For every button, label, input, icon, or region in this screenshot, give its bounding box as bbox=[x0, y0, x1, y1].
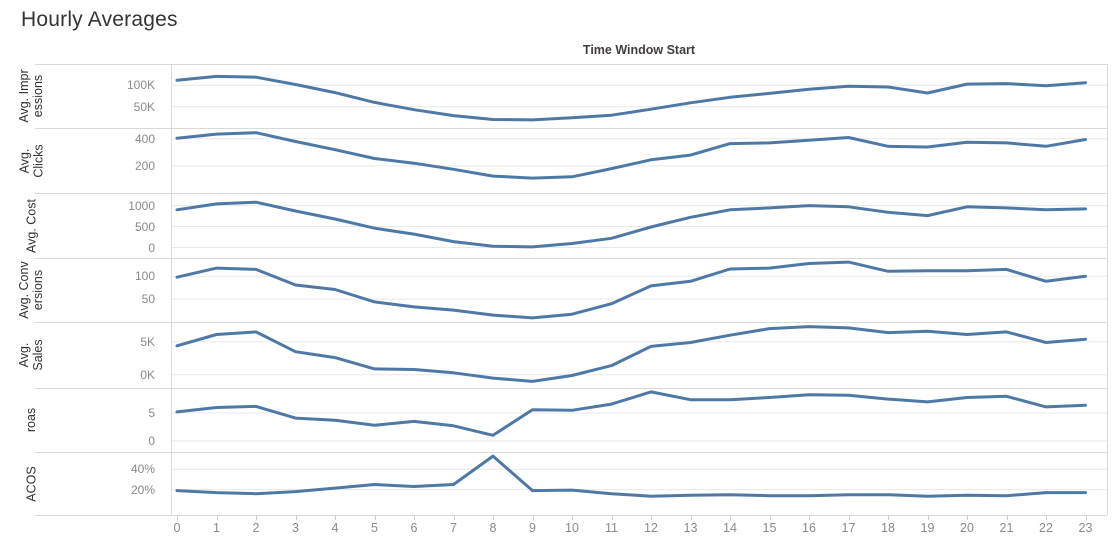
row-label-roas: roas bbox=[24, 407, 38, 433]
x-tick-label: 4 bbox=[331, 521, 339, 535]
series-line[interactable] bbox=[175, 390, 1087, 437]
x-tick-label: 13 bbox=[683, 521, 698, 535]
x-axis-tick bbox=[927, 515, 929, 520]
x-axis-tick bbox=[848, 515, 850, 520]
y-tick-label: 0 bbox=[148, 433, 155, 448]
row-separator bbox=[35, 258, 1107, 259]
x-axis-tick bbox=[730, 515, 731, 520]
series-line[interactable] bbox=[175, 131, 1087, 180]
panel-avg-cost[interactable] bbox=[171, 193, 1107, 258]
x-tick-label: 20 bbox=[960, 521, 974, 535]
x-tick-label: 10 bbox=[565, 521, 579, 535]
x-axis-tick bbox=[1006, 515, 1008, 520]
row-separator bbox=[35, 322, 1107, 323]
panel-avg-sales[interactable] bbox=[171, 322, 1107, 388]
x-axis-tick bbox=[256, 515, 257, 520]
row-separator bbox=[35, 388, 1107, 389]
row-label-avg-conversions: Avg. Conv ersions bbox=[17, 261, 45, 319]
x-axis-tick bbox=[572, 515, 573, 520]
x-tick-label: 0 bbox=[173, 521, 181, 535]
x-tick-label: 15 bbox=[762, 521, 777, 535]
x-tick-label: 8 bbox=[489, 521, 497, 535]
row-separator bbox=[35, 515, 1107, 516]
row-separator bbox=[35, 193, 1107, 194]
x-tick-label: 3 bbox=[292, 521, 299, 535]
page-title: Hourly Averages bbox=[21, 8, 178, 31]
x-axis-tick bbox=[335, 515, 336, 520]
plot-right-border bbox=[1107, 64, 1108, 515]
x-tick-label: 1 bbox=[213, 521, 220, 535]
row-separator bbox=[35, 452, 1107, 453]
panel-avg-clicks[interactable] bbox=[171, 128, 1107, 193]
series-line[interactable] bbox=[175, 325, 1087, 383]
x-tick-label: 22 bbox=[1039, 521, 1053, 535]
y-tick-label: 0 bbox=[148, 240, 155, 255]
series-line[interactable] bbox=[175, 260, 1087, 320]
row-separator bbox=[35, 64, 1107, 65]
row-label-avg-cost: Avg. Cost bbox=[24, 198, 38, 253]
x-axis-tick bbox=[453, 515, 455, 520]
x-axis-tick bbox=[611, 515, 613, 520]
x-tick-label: 21 bbox=[999, 521, 1014, 535]
x-tick-label: 12 bbox=[644, 521, 658, 535]
x-axis-tick bbox=[651, 515, 652, 520]
x-tick-label: 6 bbox=[410, 521, 418, 535]
x-tick-label: 19 bbox=[920, 521, 935, 535]
x-axis-title: Time Window Start bbox=[582, 43, 696, 57]
y-tick-label: 100K bbox=[126, 78, 155, 93]
x-tick-label: 23 bbox=[1078, 521, 1093, 535]
y-tick-label: 0K bbox=[140, 367, 155, 382]
x-tick-label: 18 bbox=[881, 521, 895, 535]
row-separator bbox=[35, 128, 1107, 129]
y-tick-label: 20% bbox=[130, 482, 155, 497]
y-tick-label: 200 bbox=[134, 158, 155, 173]
x-axis-tick bbox=[493, 515, 494, 520]
x-tick-label: 17 bbox=[841, 521, 856, 535]
series-line[interactable] bbox=[175, 454, 1087, 498]
x-axis-tick bbox=[888, 515, 889, 520]
x-axis-tick bbox=[1046, 515, 1047, 520]
panel-acos[interactable] bbox=[171, 452, 1107, 515]
panel-avg-impressions[interactable] bbox=[171, 64, 1107, 128]
y-tick-label: 40% bbox=[130, 462, 155, 477]
y-tick-label: 5 bbox=[148, 406, 155, 421]
row-label-avg-impressions: Avg. Impr essions bbox=[17, 69, 45, 123]
x-tick-label: 11 bbox=[605, 521, 618, 535]
series-line[interactable] bbox=[175, 74, 1087, 122]
panel-roas[interactable] bbox=[171, 388, 1107, 452]
x-tick-label: 2 bbox=[252, 521, 260, 535]
row-label-avg-clicks: Avg. Clicks bbox=[17, 143, 45, 178]
plot-left-border bbox=[171, 64, 172, 515]
panel-avg-conversions[interactable] bbox=[171, 258, 1107, 322]
y-tick-label: 500 bbox=[134, 219, 155, 234]
x-axis-tick bbox=[414, 515, 415, 520]
x-axis-tick bbox=[690, 515, 692, 520]
series-line[interactable] bbox=[175, 200, 1087, 249]
row-label-avg-sales: Avg. Sales bbox=[17, 339, 45, 371]
x-axis-tick bbox=[532, 515, 534, 520]
x-axis-tick bbox=[295, 515, 297, 520]
y-tick-label: 5K bbox=[140, 334, 155, 349]
y-tick-label: 400 bbox=[134, 131, 155, 146]
x-tick-label: 5 bbox=[371, 521, 378, 535]
x-tick-label: 9 bbox=[529, 521, 536, 535]
x-axis-tick bbox=[374, 515, 376, 520]
x-axis-tick bbox=[769, 515, 771, 520]
y-tick-label: 1000 bbox=[128, 198, 155, 213]
x-axis-tick bbox=[216, 515, 218, 520]
x-axis-tick bbox=[967, 515, 968, 520]
x-tick-label: 14 bbox=[723, 521, 737, 535]
x-axis-tick bbox=[809, 515, 810, 520]
y-tick-label: 50K bbox=[133, 99, 155, 114]
row-label-acos: ACOS bbox=[24, 465, 38, 502]
x-axis-tick bbox=[177, 515, 178, 520]
y-tick-label: 100 bbox=[134, 269, 155, 284]
x-tick-label: 7 bbox=[450, 521, 457, 535]
x-axis-tick bbox=[1085, 515, 1087, 520]
x-tick-label: 16 bbox=[802, 521, 816, 535]
y-tick-label: 50 bbox=[141, 292, 155, 307]
